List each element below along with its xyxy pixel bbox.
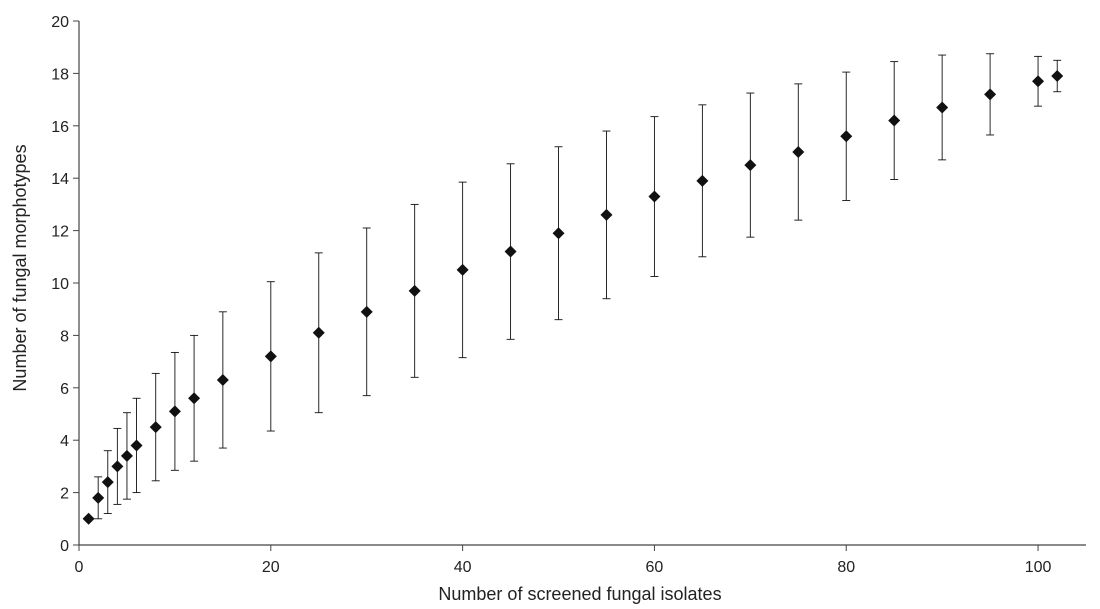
axes [78, 21, 1086, 546]
y-tick-label: 12 [51, 224, 69, 241]
data-point-marker [504, 245, 517, 258]
data-point-marker [188, 392, 201, 405]
data-point-marker [216, 373, 229, 386]
x-tick-label: 0 [75, 559, 84, 576]
data-point-marker [82, 512, 95, 525]
y-tick-label: 4 [60, 433, 69, 450]
x-axis-title: Number of screened fungal isolates [438, 584, 721, 604]
tick-marks: 0 2 4 6 8 10 12 14 16 18 20 0 20 40 60 80 100 [51, 14, 1051, 576]
data-point-marker [312, 326, 325, 339]
y-tick-label: 20 [51, 14, 69, 31]
data-point-marker [888, 114, 901, 127]
y-tick-label: 16 [51, 119, 69, 136]
y-tick-label: 8 [60, 328, 69, 345]
data-point-marker [149, 421, 162, 434]
y-tick-label: 2 [60, 486, 69, 503]
data-point-marker [696, 174, 709, 187]
x-tick-label: 80 [837, 559, 855, 576]
x-tick-label: 100 [1025, 559, 1052, 576]
y-tick-label: 6 [60, 381, 69, 398]
x-tick-label: 40 [454, 559, 472, 576]
data-point-marker [792, 146, 805, 158]
x-tick-label: 20 [262, 559, 280, 576]
y-tick-label: 18 [51, 66, 69, 83]
data-point-marker [130, 439, 143, 452]
data-point-marker [600, 208, 613, 221]
y-tick-label: 10 [51, 276, 69, 293]
x-tick-label: 60 [646, 559, 664, 576]
data-point-marker [92, 491, 105, 504]
y-axis-title: Number of fungal morphotypes [10, 144, 30, 391]
data-point-marker [120, 449, 133, 462]
data-point-marker [111, 460, 124, 473]
y-tick-label: 14 [51, 171, 69, 188]
data-point-marker [456, 263, 469, 276]
data-point-marker [168, 405, 181, 418]
error-bars [94, 53, 1062, 520]
data-point-marker [552, 227, 565, 240]
data-point-marker [1051, 70, 1064, 83]
data-point-marker [840, 130, 853, 143]
y-tick-label: 0 [60, 538, 69, 555]
data-point-marker [101, 476, 114, 489]
data-point-marker [744, 159, 757, 172]
data-point-marker [408, 284, 421, 297]
data-point-marker [984, 88, 997, 101]
data-point-marker [360, 305, 373, 318]
data-point-marker [264, 350, 277, 363]
data-point-marker [936, 101, 949, 114]
data-point-marker [648, 190, 661, 203]
data-point-marker [1032, 75, 1045, 88]
data-markers [82, 70, 1064, 525]
